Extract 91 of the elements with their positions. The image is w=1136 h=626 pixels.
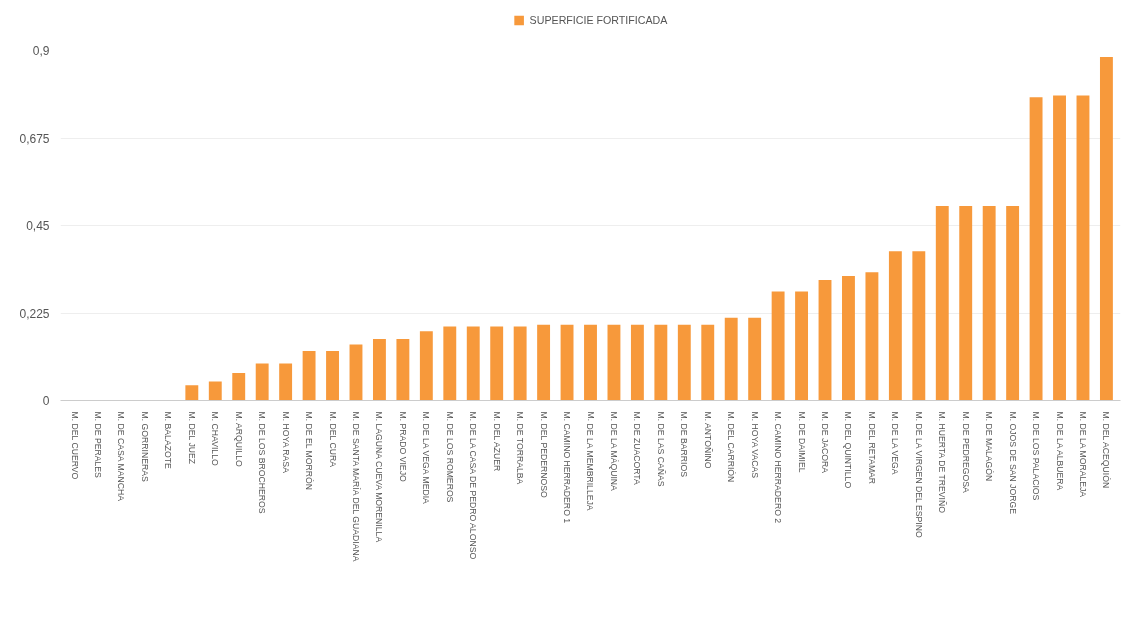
bar xyxy=(630,324,644,401)
x-tick-label: M. DEL RETAMAR xyxy=(866,411,877,485)
x-tick-label: M. DE LA VEGA xyxy=(890,411,901,475)
y-tick-label: 0,225 xyxy=(19,306,50,321)
x-tick-label: M. HOYA RASA xyxy=(280,411,291,474)
bar xyxy=(959,206,973,401)
x-tick-label: M. DE LOS BROCHEROS xyxy=(257,411,268,514)
x-tick-label: M. DE EL MORRÓN xyxy=(304,411,315,491)
bar xyxy=(818,279,832,401)
bar xyxy=(795,291,809,401)
bar xyxy=(677,324,691,401)
y-tick-label: 0,675 xyxy=(19,131,50,146)
x-tick-label: M. DEL QUINTILLO xyxy=(843,411,854,489)
x-tick-label: M. DE PEDREGOSA xyxy=(960,411,971,494)
x-tick-label: M. DE MALAGÓN xyxy=(984,411,995,482)
bar xyxy=(490,326,504,401)
bar xyxy=(302,351,316,401)
bar xyxy=(279,363,293,401)
bar xyxy=(1006,206,1020,401)
bar xyxy=(537,324,551,401)
x-tick-label: M. DE LA MEMBRILLEJA xyxy=(585,411,596,511)
legend-label: SUPERFICIE FORTIFICADA xyxy=(529,14,668,26)
bar xyxy=(513,326,527,401)
x-tick-label: M. DE PERALES xyxy=(93,411,104,479)
bar xyxy=(607,324,621,401)
x-tick-label: M. DE LA ALBUERA xyxy=(1054,411,1065,491)
x-tick-label: M. DE BARRIOS xyxy=(679,411,690,478)
bar xyxy=(842,276,855,401)
bar xyxy=(396,339,410,401)
x-tick-label: M. CAMINO HERRADERO 2 xyxy=(773,411,784,524)
bar xyxy=(888,251,902,401)
x-tick-label: M. PRADO VIEJO xyxy=(397,411,408,482)
x-tick-label: M. DE LA VIRGEN DEL ESPINO xyxy=(913,411,924,538)
x-tick-label: M. DE LA MÁQUINA xyxy=(608,411,619,492)
bar xyxy=(701,324,715,401)
bar xyxy=(466,326,480,401)
bar xyxy=(1099,57,1113,401)
x-tick-label: M. DE LOS PALACIOS xyxy=(1031,411,1042,501)
x-tick-label: M. DEL CUERVO xyxy=(69,411,80,480)
bar xyxy=(232,372,246,401)
bar xyxy=(443,326,457,401)
bar xyxy=(865,272,879,401)
x-tick-label: M. HOYA VACAS xyxy=(749,411,760,479)
x-tick-label: M. DE DAIMIEL xyxy=(796,411,807,473)
bar xyxy=(771,291,785,401)
x-tick-label: M. BALAZOTE xyxy=(163,411,174,469)
y-tick-label: 0,45 xyxy=(26,219,50,233)
x-tick-label: M. CHAVILLO xyxy=(210,411,221,466)
bar xyxy=(255,363,269,401)
bar xyxy=(935,206,949,401)
x-tick-label: M. DE JACORA xyxy=(820,411,831,474)
bar xyxy=(1053,95,1066,401)
x-tick-label: M. ANTOÑINO xyxy=(702,411,713,469)
bar xyxy=(326,351,339,401)
bar xyxy=(654,324,668,401)
x-tick-label: M. DE LAS CAÑAS xyxy=(655,411,666,487)
bar xyxy=(372,339,386,401)
x-tick-label: M. OJOS DE SAN JORGE xyxy=(1007,411,1018,515)
x-tick-label: M. DE LA VEGA MEDIA xyxy=(421,411,432,505)
bar xyxy=(982,206,996,401)
x-tick-label: M. GORRINERAS xyxy=(139,411,150,482)
x-tick-label: M. ARQUILLO xyxy=(233,411,244,468)
bar xyxy=(724,317,738,401)
x-tick-label: M. DE LA MORALEJA xyxy=(1077,411,1088,498)
bar xyxy=(349,344,363,401)
bar xyxy=(1076,95,1090,401)
bar xyxy=(748,317,762,401)
x-tick-label: M. DE LA CASA DE PEDRO ALONSO xyxy=(468,411,479,560)
x-tick-label: M. DE SANTA MARÍA DEL GUADIANA xyxy=(350,411,361,562)
x-tick-label: M. DEL AZUER xyxy=(491,411,502,472)
y-tick-label: 0,9 xyxy=(32,44,50,58)
x-tick-label: M. DEL ACEQUIÓN xyxy=(1101,411,1112,489)
bar xyxy=(912,251,926,401)
x-tick-label: M. DEL PEDERNOSO xyxy=(538,411,549,499)
bar xyxy=(185,385,199,401)
x-tick-label: M. DEL CARRIÓN xyxy=(726,411,737,483)
x-tick-label: M. DEL CURA xyxy=(327,411,338,468)
x-tick-label: M. CAMINO HERRADERO 1 xyxy=(562,411,573,524)
y-tick-label: 0 xyxy=(42,394,50,408)
bar xyxy=(584,324,597,401)
x-tick-label: M. LAGUNA CUEVA MORENILLA xyxy=(374,411,385,543)
bar xyxy=(560,324,574,401)
bar xyxy=(208,381,222,401)
x-tick-label: M. DE ZUACORTA xyxy=(632,411,643,485)
x-tick-label: M. DE LOS ROMEROS xyxy=(444,411,455,503)
x-tick-label: M. DEL JUEZ xyxy=(186,411,197,465)
x-tick-label: M. HUERTA DE TREVIÑO xyxy=(937,411,948,514)
bar xyxy=(419,331,433,401)
x-tick-label: M. DE CASA MANCHA xyxy=(116,411,127,502)
bar xyxy=(1029,97,1043,401)
x-tick-label: M. DE TORRALBA xyxy=(515,411,526,485)
